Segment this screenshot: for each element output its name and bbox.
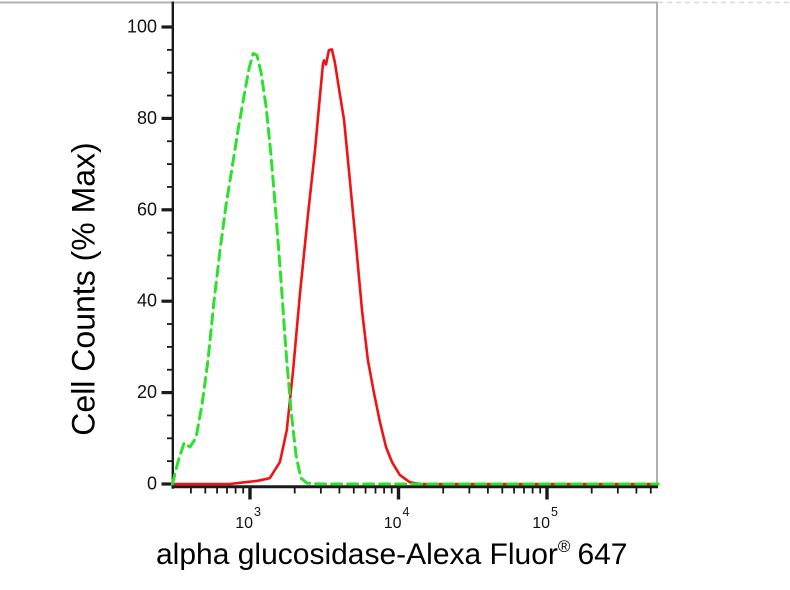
x-tick-label-exponent: 3	[254, 505, 261, 519]
y-axis-ticks: 0 20 40 60 80 100	[127, 17, 174, 494]
green-dashed-curve	[170, 52, 660, 486]
y-tick-label: 40	[137, 291, 157, 311]
x-tick-label-base: 10	[384, 515, 402, 532]
registered-trademark-icon: ®	[557, 537, 571, 556]
y-axis-label: Cell Counts (% Max)	[65, 142, 102, 436]
x-tick-label-exponent: 5	[551, 505, 558, 519]
x-axis-label-suffix: 647	[577, 538, 628, 571]
x-tick-label-base: 10	[532, 515, 550, 532]
x-axis-label-main: alpha glucosidase-Alexa Fluor	[156, 538, 558, 571]
x-axis-label: alpha glucosidase-Alexa Fluor® 647	[156, 537, 628, 572]
y-tick-label: 80	[137, 108, 157, 128]
x-tick-label-exponent: 4	[403, 505, 410, 519]
y-tick-label: 20	[137, 382, 157, 402]
y-tick-label: 60	[137, 199, 157, 219]
red-solid-curve	[173, 48, 660, 486]
y-tick-label: 100	[127, 17, 157, 37]
y-tick-label: 0	[147, 474, 157, 494]
x-tick-label-base: 10	[235, 515, 253, 532]
